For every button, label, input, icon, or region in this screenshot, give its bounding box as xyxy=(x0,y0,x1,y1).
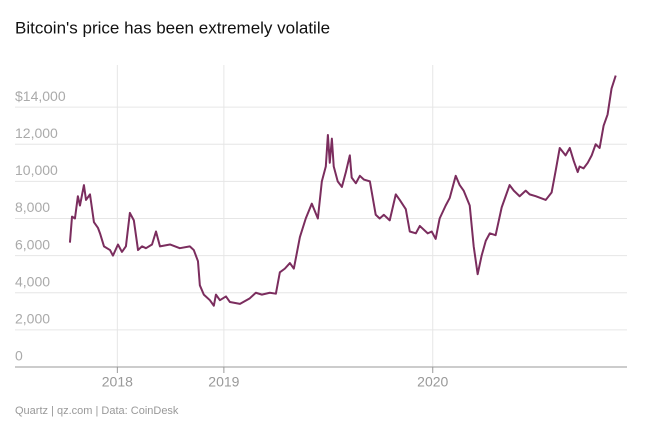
y-tick-label: 2,000 xyxy=(15,311,50,327)
chart-title: Bitcoin's price has been extremely volat… xyxy=(15,18,330,37)
y-tick-label: 8,000 xyxy=(15,199,50,215)
y-tick-label: 0 xyxy=(15,348,23,364)
source-note: Quartz | qz.com | Data: CoinDesk xyxy=(15,405,179,417)
price-line xyxy=(68,75,617,307)
y-tick-label: 4,000 xyxy=(15,273,50,289)
y-tick-label: $14,000 xyxy=(15,88,66,104)
y-tick-label: 12,000 xyxy=(15,125,58,141)
x-tick-label: 2018 xyxy=(102,374,133,390)
y-tick-label: 6,000 xyxy=(15,236,50,252)
y-tick-label: 10,000 xyxy=(15,162,58,178)
x-tick-label: 2019 xyxy=(208,374,239,390)
x-tick-label: 2020 xyxy=(417,374,448,390)
